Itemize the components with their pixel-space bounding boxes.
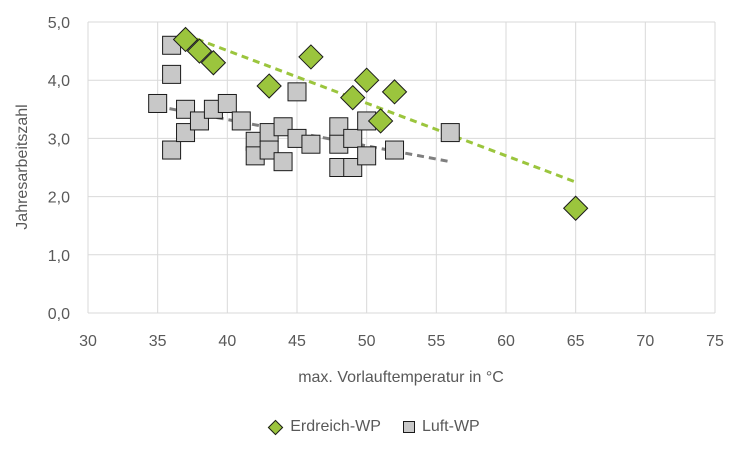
- x-tick-label: 60: [497, 333, 515, 350]
- erdreich-wp-point: [186, 38, 213, 64]
- luft-wp-point: [217, 93, 237, 113]
- luft-wp-point: [440, 123, 460, 143]
- x-tick-label: 75: [706, 333, 724, 350]
- erdreich-wp-point: [562, 195, 589, 221]
- x-tick-label: 50: [358, 333, 376, 350]
- y-axis-title: Jahresarbeitszahl: [14, 104, 31, 229]
- x-tick-label: 45: [288, 333, 306, 350]
- tick-labels: 30 35 40 45 50 55 60 65 70 75 0,0 1,0 2,0 3,0 4,0 5,0: [48, 15, 724, 350]
- y-tick-label: 5,0: [48, 15, 70, 32]
- y-tick-label: 0,0: [48, 306, 70, 323]
- y-tick-label: 4,0: [48, 73, 70, 90]
- legend-item-luft: Luft-WP: [402, 418, 480, 436]
- erdreich-wp-point: [381, 79, 408, 105]
- luft-wp-point: [301, 134, 321, 154]
- erdreich-wp-point: [367, 108, 394, 134]
- erdreich-wp-point: [353, 67, 380, 93]
- scatter-chart: 30 35 40 45 50 55 60 65 70 75 0,0 1,0 2,0 3,0 4,0 5,0 m…: [14, 15, 724, 386]
- x-axis-title: max. Vorlauftemperatur in °C: [298, 369, 504, 386]
- legend-item-erdreich: Erdreich-WP: [267, 418, 381, 436]
- x-tick-label: 40: [218, 333, 236, 350]
- x-tick-label: 65: [567, 333, 585, 350]
- x-tick-label: 55: [427, 333, 445, 350]
- erdreich-wp-point: [172, 26, 199, 53]
- legend: Erdreich-WP Luft-WP: [0, 412, 750, 442]
- erdreich-wp-point: [298, 44, 324, 70]
- markers: [148, 26, 589, 221]
- x-tick-label: 35: [149, 333, 167, 350]
- x-tick-label: 30: [79, 333, 97, 350]
- luft-wp-point: [148, 93, 168, 113]
- x-tick-label: 70: [636, 333, 654, 350]
- y-tick-label: 1,0: [48, 248, 70, 265]
- legend-square-marker: [402, 421, 415, 433]
- erdreich-wp-point: [340, 84, 366, 111]
- luft-wp-point: [231, 111, 251, 131]
- grid: [87, 21, 716, 314]
- luft-wp-point: [385, 140, 405, 160]
- luft-wp-point: [343, 128, 363, 148]
- luft-wp-point: [273, 152, 293, 172]
- y-tick-label: 3,0: [48, 131, 70, 148]
- erdreich-wp-point: [200, 50, 227, 76]
- erdreich-wp-point: [256, 73, 282, 99]
- y-tick-label: 2,0: [48, 190, 70, 207]
- luft-wp-point: [287, 82, 307, 102]
- luft-wp-point: [162, 140, 182, 160]
- luft-wp-point: [357, 146, 377, 166]
- legend-label-erdreich: Erdreich-WP: [290, 418, 381, 435]
- luft-wp-point: [162, 64, 182, 84]
- legend-diamond-marker: [267, 419, 284, 435]
- legend-label-luft: Luft-WP: [421, 418, 480, 435]
